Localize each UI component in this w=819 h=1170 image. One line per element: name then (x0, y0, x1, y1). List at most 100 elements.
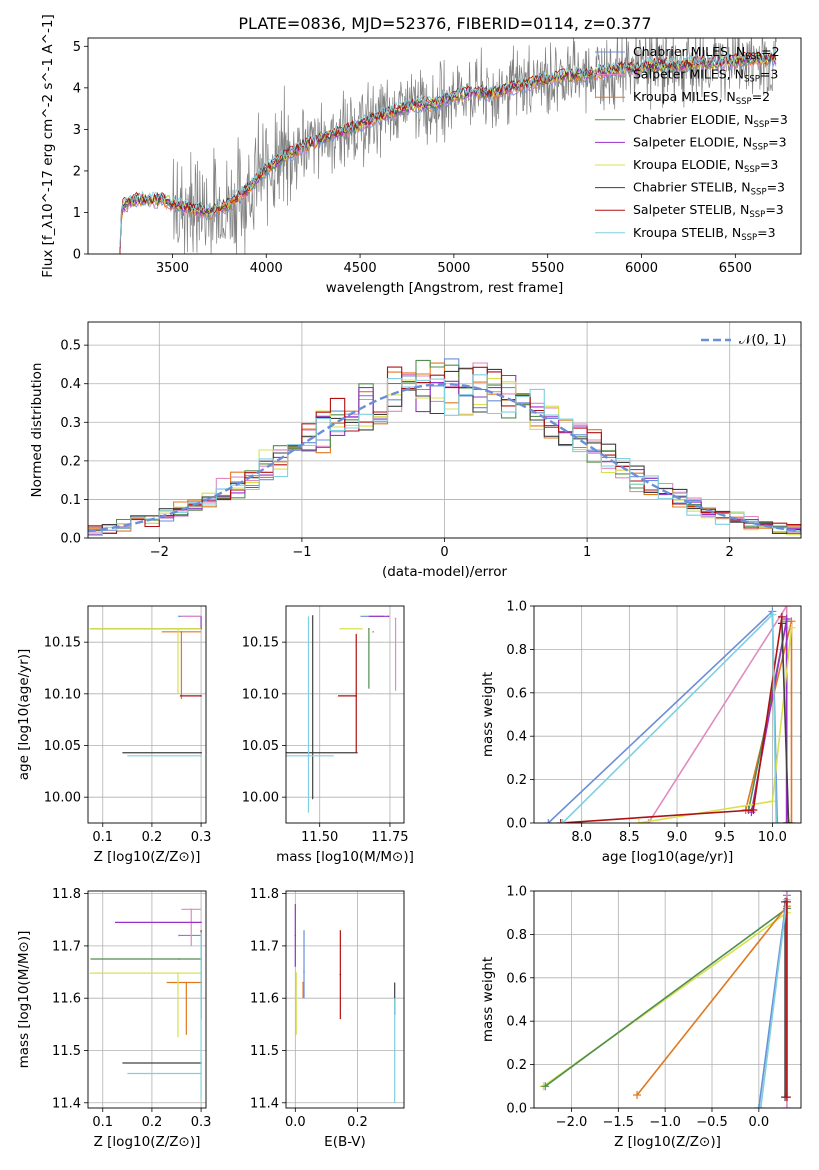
x-tick-label: 4500 (344, 261, 377, 276)
weight-marker (782, 606, 791, 610)
x-tick-label: −1.0 (649, 1115, 681, 1130)
x-tick-label: 0.3 (191, 1115, 212, 1130)
weight-line (636, 905, 788, 1096)
y-tick-label: 11.6 (52, 992, 81, 1007)
weight-marker (644, 819, 653, 823)
weight-vs-age-panel: 8.0 8.5 9.0 9.5 10.0 0.0 0.2 0.4 0.6 0.8 1.0 age [l… (480, 600, 802, 865)
y-tick-label: 5 (73, 40, 81, 55)
histogram-kroupa-stelib (88, 374, 801, 536)
weight-marker (754, 1104, 763, 1108)
x-tick-label: 0.3 (191, 830, 212, 845)
weight-marker (787, 623, 796, 632)
x-axis-label: mass [log10(M/M⊙)] (276, 849, 414, 865)
y-tick-label: 10.15 (242, 636, 279, 651)
legend-entry: Salpeter ELODIE, NSSP=3 (633, 134, 787, 152)
y-tick-label: 11.8 (52, 887, 81, 902)
axes-frame (533, 890, 802, 1109)
y-tick-label: 10.00 (44, 791, 81, 806)
x-tick-label: −1 (292, 545, 311, 560)
y-tick-label: 11.6 (250, 992, 279, 1007)
data-point (178, 934, 180, 937)
x-tick-label: 10.0 (758, 830, 787, 845)
mass-vs-EBV-plot-area (294, 904, 396, 1103)
mass-vs-EBV-panel: 0.0 0.2 11.4 11.5 11.6 11.7 11.8 E(B-V) (250, 887, 405, 1150)
x-tick-label: −2.0 (556, 1115, 588, 1130)
weight-vs-age-plot-area (544, 606, 796, 823)
weight-marker (634, 819, 643, 823)
mass-vs-Z-plot-area (89, 908, 202, 1100)
y-tick-label: 11.5 (250, 1044, 279, 1059)
legend-entry: Chabrier MILES, NSSP=2 (633, 44, 780, 62)
data-point (311, 751, 314, 754)
legend-entry: Chabrier STELIB, NSSP=3 (633, 180, 785, 198)
axes-frame (87, 37, 802, 255)
y-tick-label: 0.0 (506, 817, 527, 832)
y-tick-label: 0.8 (506, 928, 527, 943)
x-tick-label: 11.75 (371, 830, 408, 845)
data-point (178, 958, 180, 960)
y-tick-label: 10.00 (242, 791, 279, 806)
x-tick-label: 8.0 (571, 830, 592, 845)
x-tick-label: 6500 (719, 261, 752, 276)
y-tick-label: 11.8 (250, 887, 279, 902)
weight-marker (782, 891, 791, 895)
x-tick-label: 0.2 (347, 1115, 368, 1130)
weight-marker (782, 615, 791, 624)
y-tick-label: 11.7 (250, 939, 279, 954)
axes-frame (87, 605, 207, 824)
y-tick-label: 11.4 (52, 1096, 81, 1111)
data-point (368, 627, 370, 630)
data-point (200, 751, 202, 754)
y-tick-label: 10.05 (242, 739, 279, 754)
y-tick-label: 0.6 (506, 971, 527, 986)
weight-marker (782, 819, 791, 823)
weight-marker (768, 610, 777, 619)
data-point (303, 971, 305, 973)
y-tick-label: 0 (73, 248, 81, 263)
x-tick-label: 4000 (250, 261, 283, 276)
x-tick-label: 6000 (625, 261, 658, 276)
axes-frame (87, 321, 802, 539)
weight-marker (756, 1104, 765, 1108)
weight-vs-Z-plot-area (539, 891, 791, 1108)
data-point (177, 627, 179, 630)
x-tick-label: 0.1 (92, 1115, 113, 1130)
data-point (307, 755, 310, 757)
data-point (294, 934, 297, 937)
x-tick-label: 0.0 (748, 1115, 769, 1130)
weight-marker (777, 612, 786, 621)
data-point (361, 627, 363, 630)
y-tick-label: 0.4 (506, 1015, 527, 1030)
y-tick-label: 1.0 (506, 600, 527, 615)
legend-entry: Kroupa MILES, NSSP=2 (633, 89, 770, 107)
weight-line (781, 623, 790, 823)
axes-frame (285, 605, 405, 824)
mass-vs-Z-panel: 0.1 0.2 0.3 11.4 11.5 11.6 11.7 11.8 Z [log10(Z/… (16, 887, 211, 1150)
data-point (180, 631, 183, 633)
x-tick-label: −1.5 (603, 1115, 635, 1130)
gaussian-curve (88, 382, 801, 533)
y-tick-label: 4 (73, 81, 81, 96)
weight-marker (544, 819, 553, 823)
y-tick-label: 10.10 (242, 687, 279, 702)
x-tick-label: 8.5 (619, 830, 640, 845)
data-point (177, 972, 179, 974)
weight-line (544, 907, 788, 1087)
weight-marker (772, 819, 781, 823)
residuals-plot-area (88, 358, 801, 536)
data-point (190, 908, 193, 911)
y-axis-label: Flux [f_λ10^-17 erg cm^-2 s^-1 A^-1] (40, 14, 56, 277)
data-point (355, 695, 358, 697)
data-point (200, 1072, 202, 1075)
weight-marker (782, 1093, 791, 1102)
weight-marker (749, 805, 758, 814)
y-tick-label: 0.2 (506, 773, 527, 788)
legend-entry: Salpeter STELIB, NSSP=3 (633, 202, 784, 220)
legend-entry: Chabrier ELODIE, NSSP=3 (633, 112, 788, 130)
x-tick-label: 0.2 (142, 1115, 163, 1130)
x-tick-label: 2 (726, 545, 734, 560)
x-tick-label: 0.2 (142, 830, 163, 845)
y-tick-label: 11.4 (250, 1096, 279, 1111)
x-tick-label: −2 (150, 545, 169, 560)
